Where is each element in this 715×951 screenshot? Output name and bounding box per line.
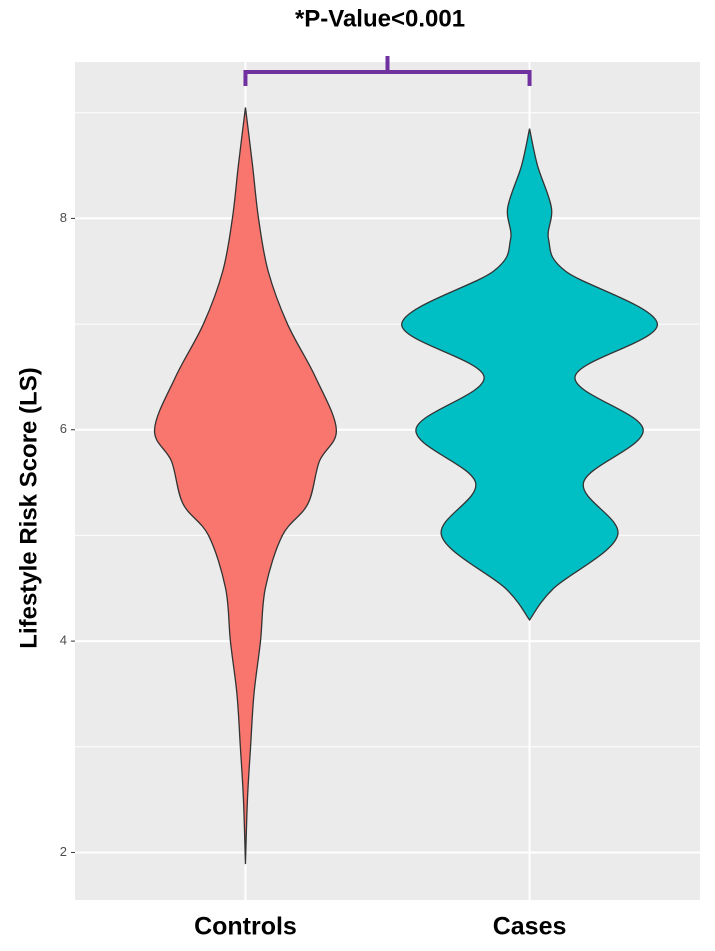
- y-axis-label: Lifestyle Risk Score (LS): [15, 367, 42, 648]
- annotation: *P-Value<0.001: [295, 5, 465, 32]
- y-tick-label: 6: [60, 421, 67, 436]
- x-tick-label: Controls: [194, 913, 297, 941]
- x-tick-label: Cases: [493, 913, 567, 941]
- plot-panel: [75, 62, 700, 900]
- y-tick-label: 8: [60, 210, 67, 225]
- y-tick-label: 4: [60, 633, 67, 648]
- violin: [401, 128, 659, 622]
- significance-bracket: [243, 56, 532, 86]
- y-tick-label: 2: [60, 844, 67, 859]
- violin: [153, 107, 338, 865]
